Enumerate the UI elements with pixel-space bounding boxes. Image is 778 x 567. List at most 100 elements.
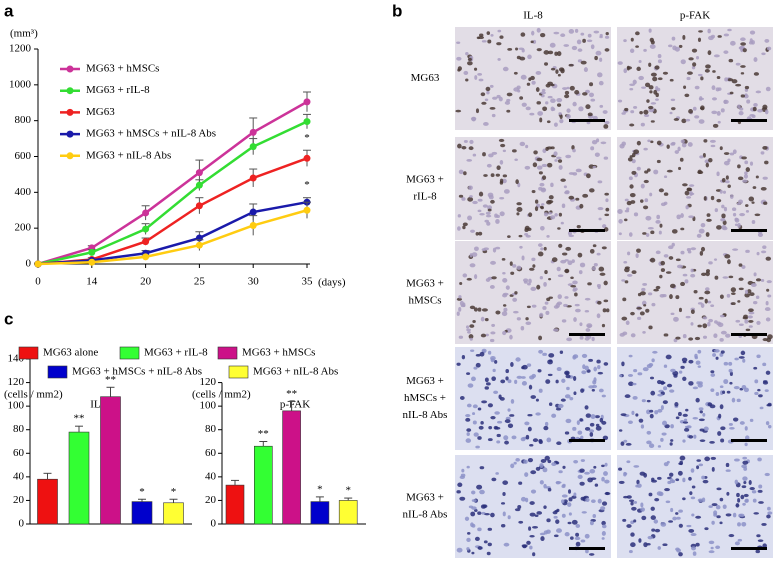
nucleus xyxy=(753,301,758,305)
nucleus xyxy=(572,101,577,107)
nucleus xyxy=(715,505,721,510)
y-tick-label: 60 xyxy=(205,447,217,459)
nucleus xyxy=(716,321,722,326)
nucleus xyxy=(619,332,625,337)
nucleus xyxy=(650,72,657,77)
nucleus xyxy=(497,29,502,33)
nucleus xyxy=(490,199,495,204)
nucleus xyxy=(577,430,583,435)
nucleus xyxy=(560,33,566,38)
significance-mark: ** xyxy=(286,388,297,400)
nucleus xyxy=(597,300,602,305)
nucleus xyxy=(719,404,724,410)
nucleus xyxy=(681,357,688,363)
nucleus xyxy=(564,259,569,262)
nucleus xyxy=(688,337,694,341)
nucleus xyxy=(630,37,634,42)
nucleus xyxy=(592,165,597,169)
nucleus xyxy=(560,259,567,264)
nucleus xyxy=(466,537,471,543)
nucleus xyxy=(715,87,720,92)
y-tick-label: 1000 xyxy=(9,78,32,90)
nucleus xyxy=(738,277,744,281)
nucleus xyxy=(503,189,510,194)
nucleus xyxy=(649,257,656,263)
nucleus xyxy=(571,45,578,51)
nucleus xyxy=(670,424,674,429)
nucleus xyxy=(584,297,591,301)
nucleus xyxy=(708,261,713,265)
nucleus xyxy=(557,294,562,300)
nucleus xyxy=(530,40,534,44)
data-point xyxy=(195,202,203,210)
nucleus xyxy=(697,170,704,175)
data-point xyxy=(249,174,257,182)
nucleus xyxy=(719,314,725,318)
nucleus xyxy=(564,269,570,273)
y-tick-label: 120 xyxy=(8,376,25,388)
nucleus xyxy=(761,52,766,56)
nucleus xyxy=(543,50,550,55)
nucleus xyxy=(727,78,734,82)
nucleus xyxy=(523,459,528,464)
nucleus xyxy=(466,372,471,375)
nucleus xyxy=(480,333,487,338)
nucleus xyxy=(482,204,488,208)
nucleus xyxy=(699,428,705,432)
nucleus xyxy=(729,381,733,385)
nucleus xyxy=(591,266,596,271)
nucleus xyxy=(766,280,772,284)
data-point xyxy=(195,241,203,249)
nucleus xyxy=(547,373,553,377)
significance-mark: * xyxy=(304,132,310,144)
nucleus xyxy=(529,443,534,447)
nucleus xyxy=(718,413,722,419)
nucleus xyxy=(764,160,769,165)
nucleus xyxy=(536,165,543,170)
nucleus xyxy=(599,272,606,276)
nucleus xyxy=(682,477,686,483)
nucleus xyxy=(502,278,508,283)
nucleus xyxy=(688,184,695,187)
nucleus xyxy=(702,316,708,320)
nucleus xyxy=(596,252,601,256)
nucleus xyxy=(640,122,645,127)
nucleus xyxy=(478,191,484,197)
nucleus xyxy=(502,491,506,496)
nucleus xyxy=(488,425,493,430)
nucleus xyxy=(471,252,478,257)
nucleus xyxy=(595,425,602,431)
nucleus xyxy=(530,395,537,399)
nucleus xyxy=(485,278,491,282)
micrograph xyxy=(617,137,773,240)
nucleus xyxy=(462,302,466,308)
nucleus xyxy=(463,140,468,143)
nucleus xyxy=(558,165,563,170)
nucleus xyxy=(526,363,532,367)
nucleus xyxy=(690,496,696,500)
nucleus xyxy=(549,42,556,48)
nucleus xyxy=(536,27,541,33)
nucleus xyxy=(498,394,502,400)
nucleus xyxy=(619,143,625,149)
nucleus xyxy=(713,510,718,516)
nucleus xyxy=(683,85,687,89)
nucleus xyxy=(548,195,554,200)
nucleus xyxy=(479,489,485,495)
nucleus xyxy=(622,518,627,522)
nucleus xyxy=(582,193,589,198)
nucleus xyxy=(734,541,740,546)
nucleus xyxy=(670,439,674,442)
nucleus xyxy=(645,215,652,221)
nucleus xyxy=(630,542,636,548)
nucleus xyxy=(559,350,564,354)
nucleus xyxy=(675,512,679,515)
nucleus xyxy=(459,496,466,501)
nucleus xyxy=(677,146,681,152)
nucleus xyxy=(669,78,674,82)
legend-label: MG63 + nIL-8 Abs xyxy=(86,149,171,161)
nucleus xyxy=(537,251,544,257)
nucleus xyxy=(501,258,506,261)
nucleus xyxy=(568,195,575,200)
nucleus xyxy=(705,64,711,69)
